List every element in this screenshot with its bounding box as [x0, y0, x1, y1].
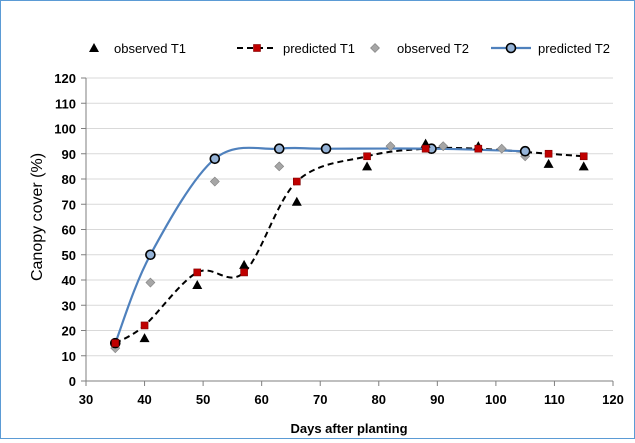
predicted-t1-point	[193, 268, 202, 277]
legend-label: observed T1	[114, 41, 186, 56]
x-tick-label: 80	[372, 392, 386, 407]
y-tick-label: 120	[54, 71, 76, 86]
predicted-t2-point	[145, 249, 156, 261]
x-tick-label: 120	[602, 392, 624, 407]
x-tick-label: 30	[79, 392, 93, 407]
series-markers	[109, 138, 589, 354]
observed-t1-point	[192, 280, 203, 290]
predicted-t2-point	[519, 145, 531, 157]
legend-observed-t1-symbol	[89, 43, 99, 52]
observed-t1-point	[139, 333, 150, 343]
y-tick-label: 0	[69, 374, 76, 389]
y-tick-label: 110	[55, 96, 76, 111]
legend-label: predicted T1	[283, 41, 355, 56]
y-tick-labels: 0 10 20 30 40 50 60 70 80 90 100 110 120	[54, 71, 76, 389]
x-tick-label: 70	[313, 392, 327, 407]
x-tick-labels: 30 40 50 60 70 80 90 100 110 120	[79, 392, 624, 407]
x-tick-label: 110	[544, 392, 565, 407]
legend-observed-t2-symbol	[370, 43, 380, 53]
x-tick-label: 60	[254, 392, 268, 407]
predicted-t1-point	[474, 144, 483, 153]
predicted-t1-point	[240, 268, 248, 277]
observed-t1-point	[291, 196, 302, 206]
observed-t1-point	[362, 161, 373, 171]
x-axis-label: Days after planting	[290, 421, 407, 436]
observed-t2-point	[385, 141, 396, 152]
predicted-t1-point	[363, 152, 371, 161]
predicted-t1-line	[114, 146, 584, 344]
predicted-t1-point	[292, 177, 301, 186]
y-tick-label: 100	[54, 122, 76, 137]
observed-t1-point	[578, 161, 589, 171]
predicted-t2-point	[273, 143, 285, 154]
legend-predicted-t1-symbol	[253, 44, 261, 52]
predicted-t1-point	[579, 152, 588, 161]
predicted-t1-point	[421, 144, 430, 153]
y-tick-label: 70	[62, 197, 76, 212]
axes	[81, 77, 614, 386]
legend: observed T1 predicted T1 observed T2 predic…	[89, 41, 610, 56]
observed-t2-point	[145, 277, 156, 288]
series-lines	[114, 146, 584, 344]
y-tick-label: 50	[62, 248, 76, 263]
predicted-t1-point	[140, 321, 149, 330]
observed-t1-point	[239, 259, 250, 269]
predicted-t2-line	[114, 146, 526, 344]
predicted-t1-point	[111, 339, 120, 347]
y-tick-label: 90	[62, 147, 76, 162]
y-tick-label: 30	[62, 298, 76, 313]
x-tick-label: 40	[137, 392, 151, 407]
observed-t2-point	[274, 161, 285, 172]
observed-t1-point	[543, 158, 554, 168]
predicted-t2-point	[320, 143, 332, 154]
gridlines	[86, 77, 613, 357]
y-tick-label: 40	[62, 273, 76, 288]
legend-predicted-t2-symbol	[505, 42, 517, 54]
y-tick-label: 10	[62, 349, 76, 364]
y-tick-label: 60	[62, 223, 76, 238]
predicted-t2-point	[209, 153, 221, 165]
predicted-t1-point	[544, 149, 553, 158]
x-tick-label: 90	[430, 392, 444, 407]
y-tick-label: 20	[62, 324, 76, 339]
observed-t2-point	[438, 141, 449, 152]
y-tick-label: 80	[62, 172, 76, 187]
observed-t2-point	[209, 176, 220, 187]
observed-t2-point	[496, 143, 507, 154]
x-tick-label: 100	[485, 392, 507, 407]
y-axis-label: Canopy cover (%)	[29, 153, 46, 281]
x-tick-label: 50	[196, 392, 210, 407]
legend-label: observed T2	[397, 41, 469, 56]
legend-label: predicted T2	[538, 41, 610, 56]
